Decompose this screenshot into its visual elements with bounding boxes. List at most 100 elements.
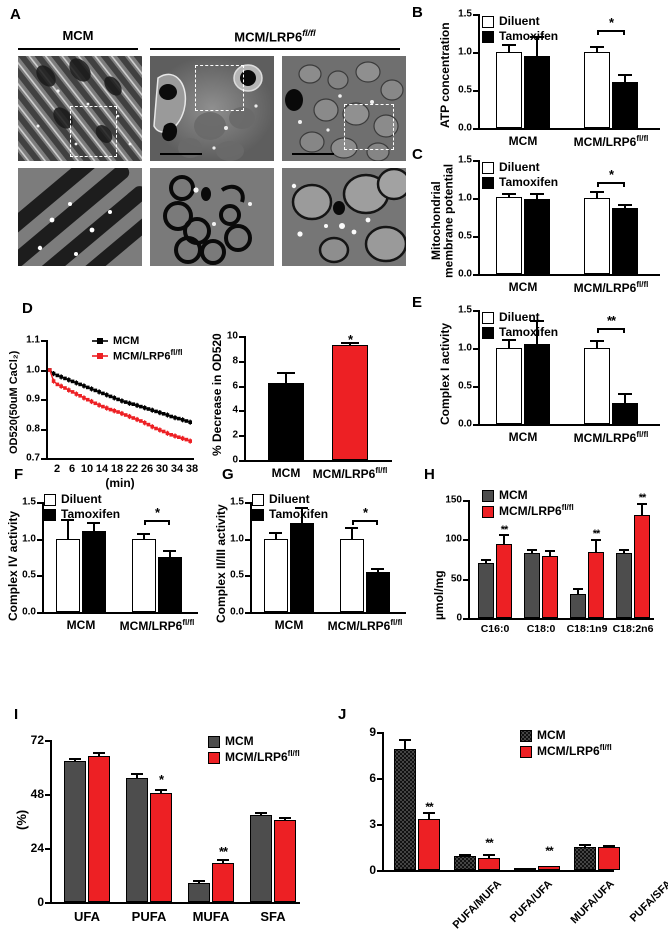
ytick-3: 1.5 <box>230 496 244 508</box>
significance-mark: * <box>608 15 614 30</box>
ytick-0: 0 <box>456 612 462 624</box>
bar-lrp6-tamoxifen <box>366 571 390 612</box>
bar-mcm-diluent <box>496 52 522 128</box>
ytick-0: 0.0 <box>458 268 472 280</box>
micrograph-lrp6-low-2 <box>282 56 406 161</box>
bar-lrp6-diluent <box>584 348 610 424</box>
ytick-3: 1.5 <box>22 496 36 508</box>
legend-swatch-diluent <box>44 493 56 506</box>
xlabel-mufa-ufa: MUFA/UFA <box>568 878 617 927</box>
legend-swatch-tamoxifen <box>482 177 494 190</box>
xlabel-sfa: SFA <box>260 909 286 924</box>
roi-box-mcm-low <box>70 106 118 157</box>
panel-c-legend: Diluent Tamoxifen <box>482 160 558 191</box>
errorcap <box>155 789 167 791</box>
errorcap <box>591 539 601 541</box>
panel-f-legend: Diluent Tamoxifen <box>44 492 120 523</box>
xlabel-pufa-ufa: PUFA/UFA <box>507 878 555 925</box>
x-axis <box>50 902 300 904</box>
scale-bar-2 <box>291 153 335 155</box>
xgroup-label-mcm: MCM <box>271 466 301 480</box>
x-axis <box>46 458 194 460</box>
x-axis <box>468 618 654 620</box>
legend-label-lrp6: MCM/LRP6fl/fl <box>499 503 574 519</box>
panel-g-legend: Diluent Tamoxifen <box>252 492 328 523</box>
significance-mark-c182n6: ** <box>638 492 647 504</box>
legend-item-lrp6: MCM/LRP6fl/fl <box>208 749 300 765</box>
panel-g-ylabel: Complex II/III activity <box>214 504 228 624</box>
ytick-3: 1.5 <box>458 8 472 20</box>
xgroup-label-mcm: MCM <box>274 618 304 632</box>
errorcap <box>255 812 267 814</box>
chart-panel-j: 0 3 6 9 ** ** ** PUFA/MUFA PUFA/UFA MUFA… <box>369 725 668 931</box>
ytick-0: 0.0 <box>22 606 36 618</box>
xlabel-pufa-mufa: PUFA/MUFA <box>450 878 505 932</box>
errorbar <box>623 550 625 554</box>
legend-item-lrp6: MCM/LRP6fl/fl <box>520 743 612 759</box>
x-axis <box>478 128 660 130</box>
legend-item-diluent: Diluent <box>482 160 558 175</box>
panel-a-title-lrp6: MCM/LRP6fl/fl <box>234 28 316 45</box>
significance-mark: * <box>608 167 614 182</box>
errorcap <box>590 46 604 48</box>
legend-label-tamoxifen: Tamoxifen <box>499 325 559 340</box>
y-axis <box>250 502 252 614</box>
xlabel-ufa: UFA <box>74 909 100 924</box>
legend-item-mcm: MCM <box>208 734 300 749</box>
xlabel-pufa: PUFA <box>131 909 167 924</box>
xgroup-label-lrp6: MCM/LRP6fl/fl <box>573 430 649 445</box>
errorbar <box>169 551 171 557</box>
errorbar <box>136 774 138 779</box>
panel-label-e: E <box>412 294 423 311</box>
xgroup-label-mcm: MCM <box>508 134 538 148</box>
errorcap <box>530 193 544 195</box>
ytick-1: 0.8 <box>26 423 40 434</box>
errorbar <box>536 321 538 344</box>
ytick-1: 0.5 <box>458 84 472 96</box>
ytick-0: 0.0 <box>458 122 472 134</box>
errorcap <box>502 339 516 341</box>
significance-mark-c181n9: ** <box>592 528 601 540</box>
y-axis <box>382 732 384 872</box>
legend-item-tamoxifen: Tamoxifen <box>482 29 558 44</box>
chart-panel-d2: 0 2 4 6 8 10 * MCM MCM/LRP6fl/fl <box>227 331 392 481</box>
errorbar <box>260 813 262 816</box>
legend-item-tamoxifen: Tamoxifen <box>482 175 558 190</box>
panel-a-title-mcm: MCM <box>62 28 94 43</box>
xgroup-label-lrp6: MCM/LRP6fl/fl <box>119 618 195 633</box>
errorbar <box>596 192 598 198</box>
ytick-2: 4 <box>232 404 238 416</box>
errorcap <box>399 739 411 741</box>
legend-item-diluent: Diluent <box>44 492 120 507</box>
bar-pufa-ufa-lrp6 <box>478 857 500 870</box>
bar-c182n6-mcm <box>616 553 632 618</box>
xlabel-c160: C16:0 <box>480 623 510 635</box>
errorcap <box>502 44 516 46</box>
errorbar <box>275 533 277 539</box>
bar-pufa-sfa-mcm <box>574 846 596 870</box>
legend-swatch-mcm <box>482 489 494 502</box>
bar-mufa-lrp6 <box>212 862 234 902</box>
legend-label-mcm: MCM <box>225 734 254 748</box>
chart-panel-b: 0.0 0.5 1.0 1.5 * MCM MCM/LRP6fl/fl <box>458 9 660 149</box>
panel-a-rule-lrp6 <box>150 48 400 50</box>
errorbar <box>577 589 579 594</box>
ytick-3: 1.5 <box>458 304 472 316</box>
bar-lrp6 <box>332 345 368 460</box>
errorcap <box>530 320 544 322</box>
xgroup-label-mcm: MCM <box>508 280 538 294</box>
xtick-3: 14 <box>95 463 109 475</box>
bar-c180-lrp6 <box>542 555 558 618</box>
bar-lrp6-diluent <box>340 538 364 612</box>
panel-c-ylabel: Mitochondrial membrane potential <box>429 163 456 279</box>
errorbar <box>222 859 224 863</box>
x-axis <box>250 612 406 614</box>
errorcap <box>269 532 282 534</box>
micrograph-lrp6-high-1 <box>150 168 274 266</box>
significance-mark: ** <box>606 313 616 328</box>
panel-i-legend: MCM MCM/LRP6fl/fl <box>208 734 300 766</box>
bar-pufa-mufa-lrp6 <box>418 819 440 870</box>
errorcap <box>371 568 384 570</box>
errorcap <box>637 503 647 505</box>
errorbar <box>508 194 510 197</box>
